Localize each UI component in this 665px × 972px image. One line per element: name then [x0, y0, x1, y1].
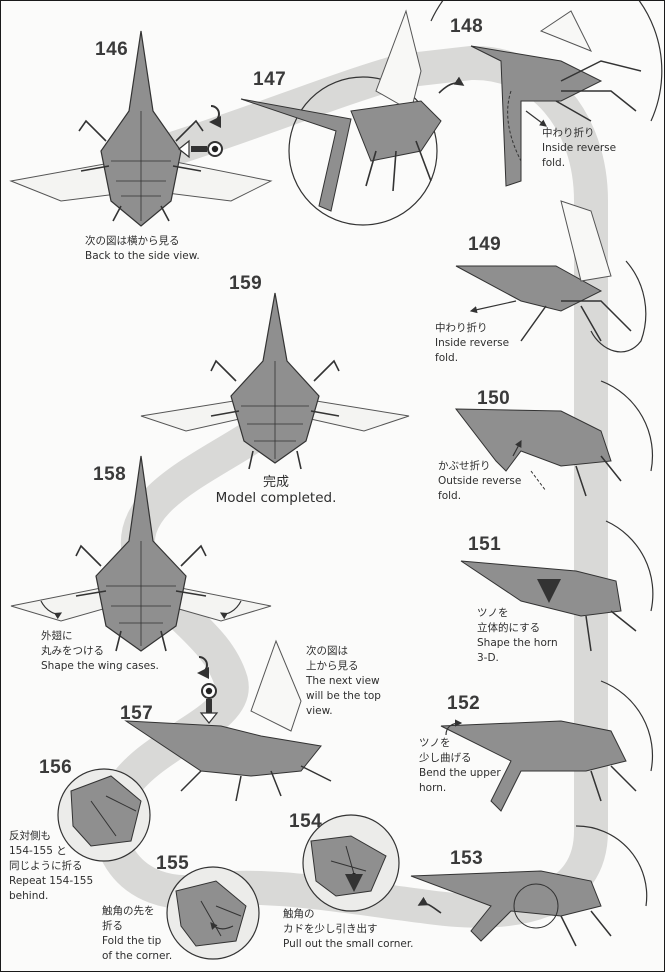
eye-view-icon [178, 139, 223, 159]
rotate-icon [197, 656, 210, 679]
step-154-figure [302, 814, 400, 912]
step-151-figure [460, 520, 654, 652]
step-150-figure [454, 380, 654, 497]
step-number-158: 158 [93, 464, 127, 485]
step-number-156: 156 [39, 757, 73, 778]
step-number-155: 155 [156, 853, 190, 874]
step-158-figure [10, 455, 272, 652]
step-number-153: 153 [450, 848, 484, 869]
step-155-figure [166, 866, 260, 960]
step-151-caption: ツノを 立体的にする Shape the horn 3-D. [477, 607, 558, 664]
step-154-caption: 触角の カドを少し引き出す Pull out the small corner. [283, 908, 414, 950]
step-152-caption: ツノを 少し曲げる Bend the upper horn. [419, 737, 501, 794]
model-completed-caption: 完成 Model completed. [215, 475, 337, 506]
step-number-148: 148 [450, 16, 484, 37]
step-number-149: 149 [468, 234, 502, 255]
eye-view-icon [199, 683, 219, 724]
step-149-figure [455, 200, 647, 353]
step-155-caption: 触角の先を 折る Fold the tip of the corner. [102, 905, 173, 962]
step-number-151: 151 [468, 534, 502, 555]
step-number-152: 152 [447, 693, 481, 714]
step-157-caption: 次の図は 上から見る The next view will be the top… [306, 645, 381, 717]
step-159-figure [140, 292, 410, 470]
step-number-157: 157 [120, 703, 154, 724]
step-148-caption: 中わり折り Inside reverse fold. [542, 127, 617, 169]
step-147-figure [240, 9, 442, 226]
step-number-150: 150 [477, 388, 511, 409]
step-number-147: 147 [253, 69, 287, 90]
step-156-figure [57, 768, 151, 862]
step-149-caption: 中わり折り Inside reverse fold. [435, 322, 510, 364]
rotate-icon [209, 105, 222, 128]
step-157-figure [124, 639, 332, 802]
step-number-159: 159 [229, 273, 263, 294]
step-156-caption: 反対側も 154-155 と 同じように折る Repeat 154-155 be… [9, 830, 94, 902]
step-148-figure [430, 1, 663, 187]
step-arrow-icon [438, 76, 465, 94]
step-number-146: 146 [95, 39, 129, 60]
step-152-figure [440, 680, 654, 812]
step-arrow-icon [417, 896, 442, 914]
step-153-figure [410, 825, 648, 947]
step-number-154: 154 [289, 811, 323, 832]
step-146-figure [9, 30, 273, 227]
step-150-caption: かぶせ折り Outside reverse fold. [438, 460, 522, 502]
step-146-caption: 次の図は横から見る Back to the side view. [85, 235, 200, 262]
step-158-caption: 外翅に 丸みをつける Shape the wing cases. [41, 630, 159, 672]
